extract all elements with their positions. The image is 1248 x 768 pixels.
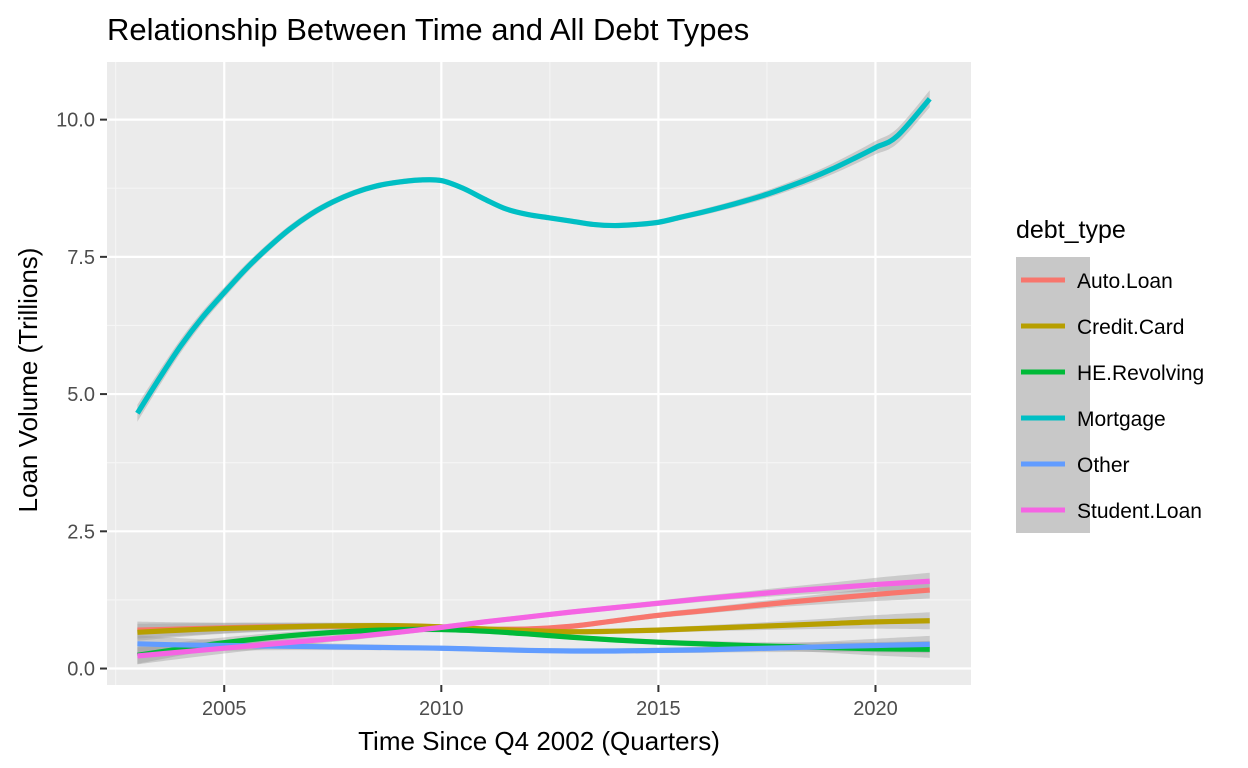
x-tick-label: 2010: [419, 698, 464, 720]
series-line-credit-card: [137, 618, 930, 635]
plot-panel: [107, 62, 971, 685]
chart-title: Relationship Between Time and All Debt T…: [107, 12, 749, 47]
major-gridlines: [107, 62, 971, 685]
x-tick-label: 2005: [202, 698, 247, 720]
legend-label-other: Other: [1077, 454, 1130, 477]
y-axis-label: Loan Volume (Trillions): [13, 248, 43, 513]
legend-label-auto-loan: Auto.Loan: [1077, 270, 1173, 293]
x-tick-label: 2015: [636, 698, 681, 720]
x-axis-label: Time Since Q4 2002 (Quarters): [358, 726, 720, 756]
minor-gridlines: [107, 62, 971, 685]
x-tick-label: 2020: [853, 698, 898, 720]
legend-keys-background: [1016, 257, 1090, 533]
legend-title: debt_type: [1016, 216, 1126, 244]
legend-label-credit-card: Credit.Card: [1077, 316, 1184, 339]
legend-label-student-loan: Student.Loan: [1077, 500, 1202, 523]
series-lines: [135, 97, 932, 659]
series-line-student-loan: [137, 578, 930, 659]
y-axis: 0.0 2.5 5.0 7.5 10.0: [56, 110, 107, 681]
y-tick-label: 7.5: [67, 247, 95, 269]
legend-items: Auto.Loan Credit.Card HE.Revolving Mortgage…: [1021, 270, 1204, 523]
legend: debt_type Auto.Loan Credit.Card HE.Revolvi…: [1016, 216, 1204, 533]
y-tick-label: 0.0: [67, 659, 95, 681]
series-line-mortgage: [135, 97, 932, 415]
y-tick-label: 10.0: [56, 110, 95, 132]
y-tick-label: 2.5: [67, 521, 95, 543]
x-axis: 2005 2010 2015 2020: [202, 685, 898, 720]
y-tick-label: 5.0: [67, 384, 95, 406]
legend-label-mortgage: Mortgage: [1077, 408, 1166, 431]
legend-label-he-revolving: HE.Revolving: [1077, 362, 1204, 385]
